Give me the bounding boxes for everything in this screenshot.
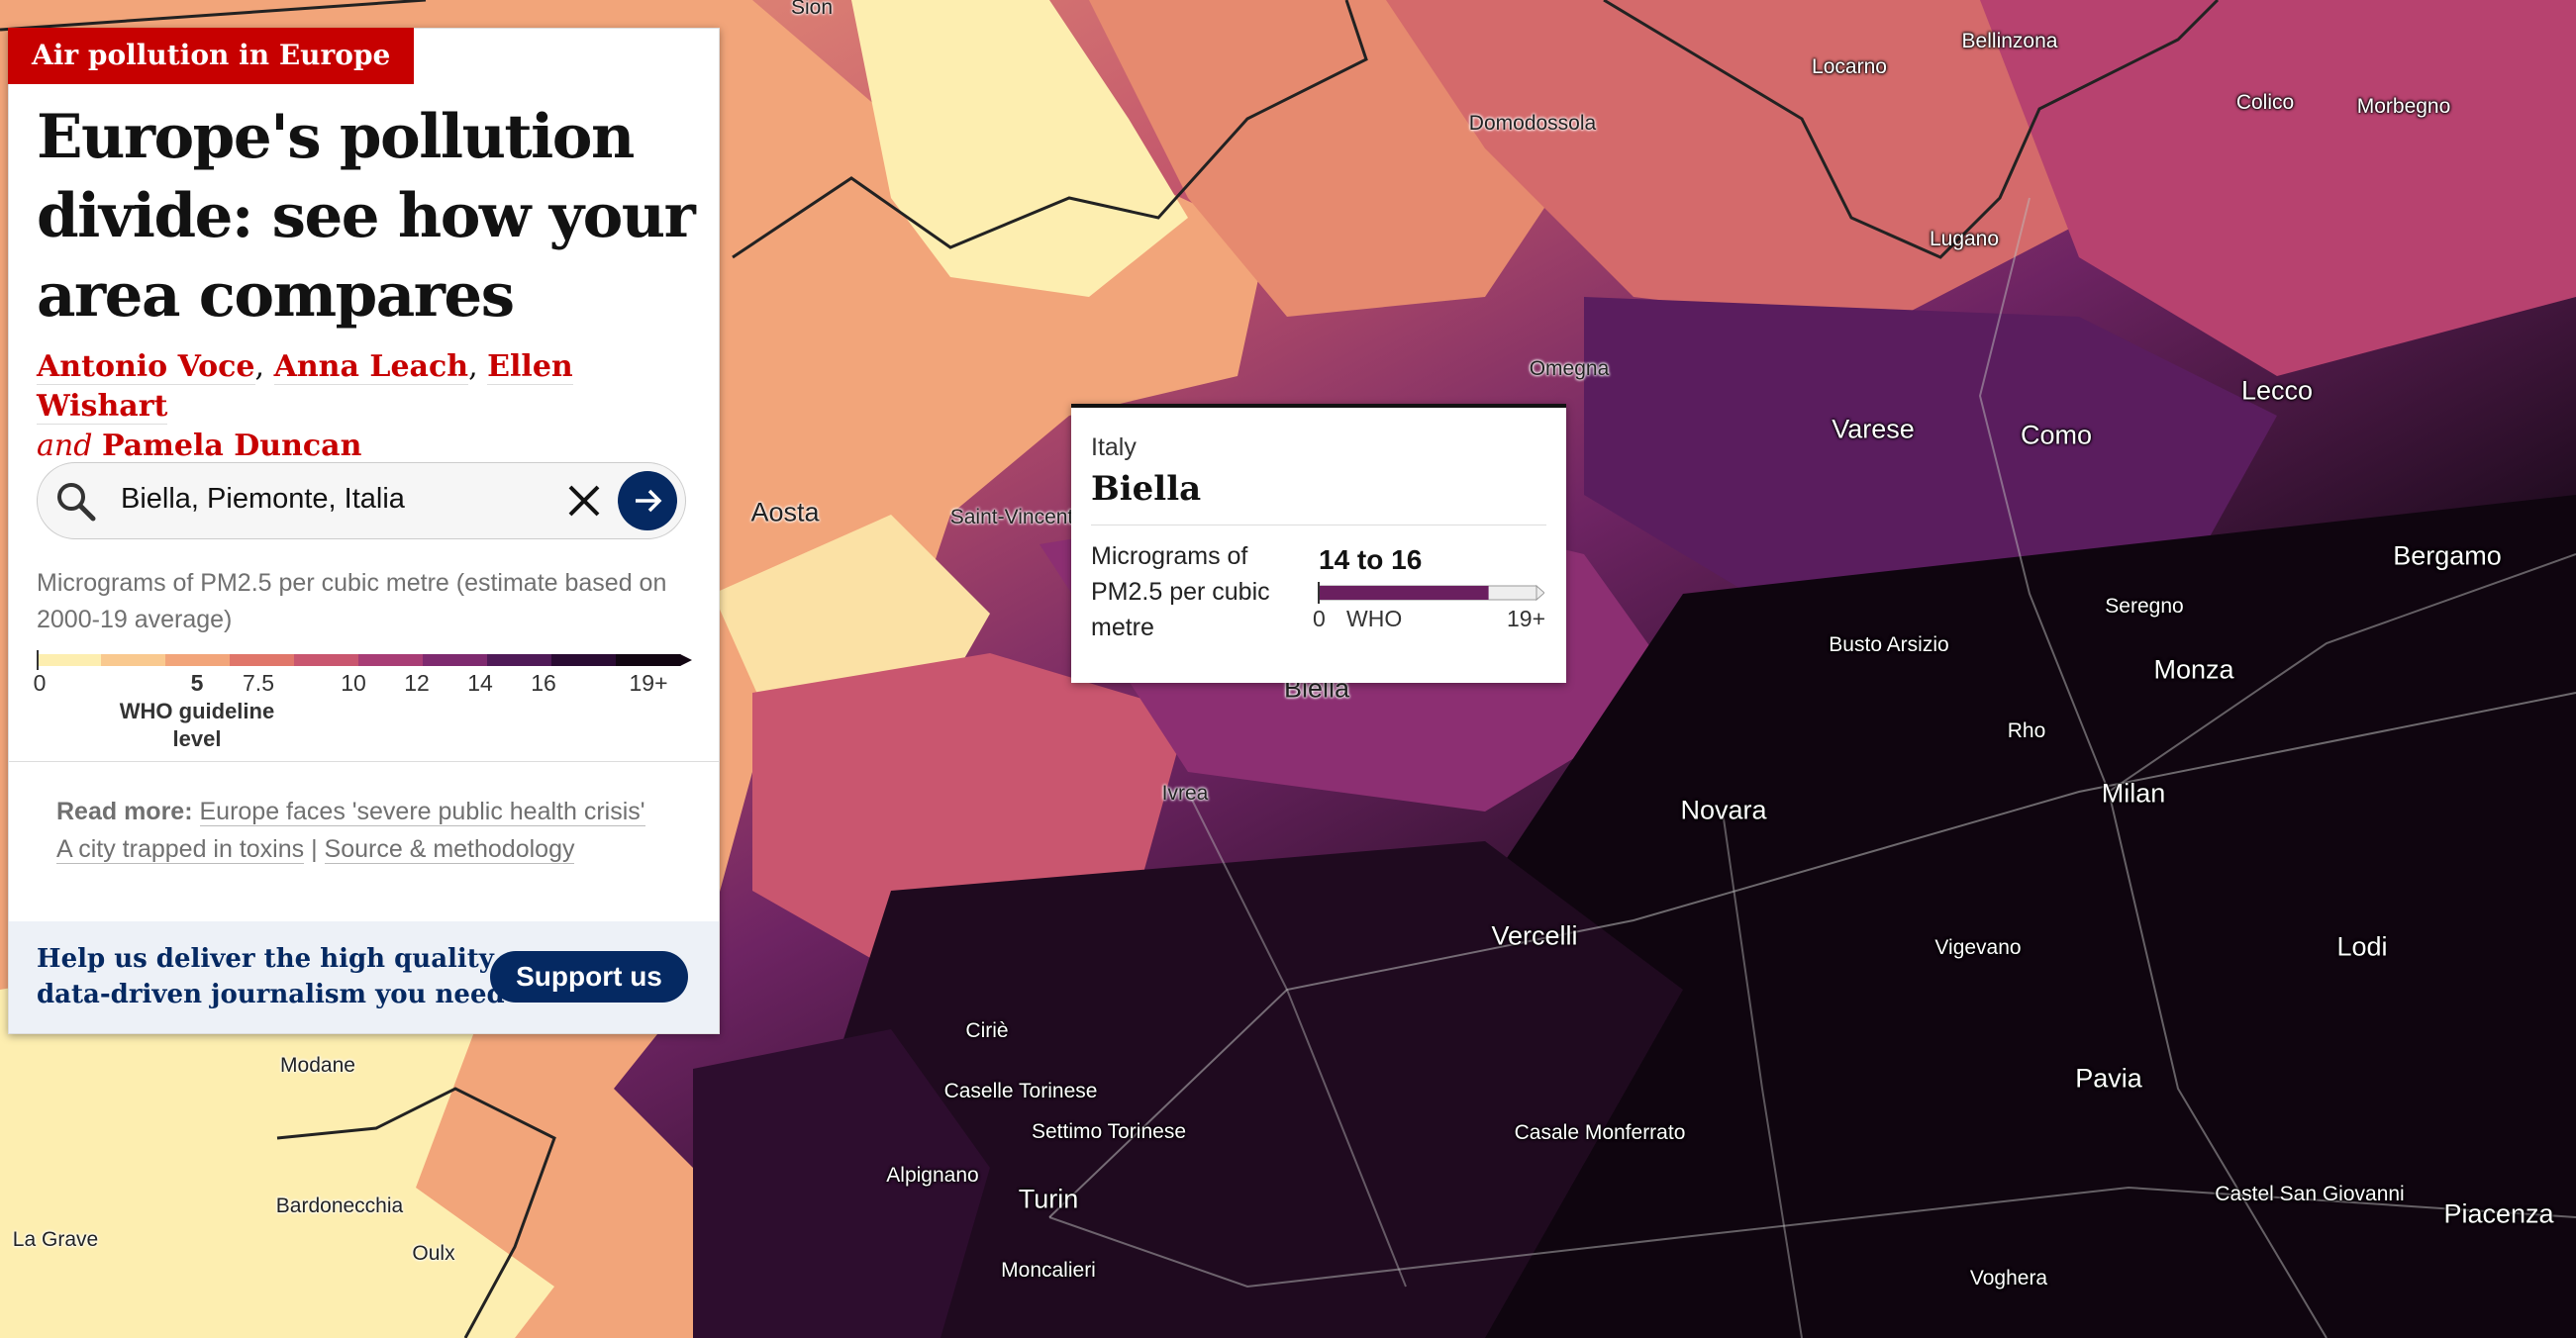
legend-tick: 0 — [33, 670, 47, 696]
place-label: Lecco — [2240, 375, 2314, 406]
read-more-link[interactable]: Europe faces 'severe public health crisi… — [199, 798, 645, 826]
place-label: Locarno — [1812, 55, 1887, 78]
place-label: Settimo Torinese — [1031, 1120, 1187, 1143]
place-label: Alpignano — [886, 1164, 979, 1187]
tooltip-scale-min: 0 — [1313, 606, 1326, 631]
read-more-label: Read more: — [56, 798, 193, 825]
place-label: Monza — [2153, 654, 2234, 685]
place-label: Varese — [1832, 414, 1915, 444]
close-icon[interactable] — [564, 481, 604, 521]
tooltip-level-bar — [1318, 582, 1544, 604]
tooltip-range: 14 to 16 — [1319, 544, 1423, 575]
place-label: Aosta — [750, 497, 820, 527]
legend-description: Micrograms of PM2.5 per cubic metre (est… — [37, 569, 667, 633]
legend-tick: 7.5 — [243, 670, 274, 696]
tooltip-scale-who: WHO — [1346, 606, 1403, 631]
legend-swatch — [37, 654, 102, 666]
place-label: Modane — [280, 1054, 355, 1077]
place-label: Sion — [790, 0, 834, 19]
legend-swatch — [487, 654, 552, 666]
page-title: Europe's pollution divide: see how your … — [37, 102, 696, 331]
place-label: Ivrea — [1161, 782, 1209, 805]
place-label: Lodi — [2336, 931, 2388, 962]
place-label: Voghera — [1969, 1267, 2048, 1290]
legend-arrow — [680, 654, 692, 666]
place-label: Ciriè — [965, 1019, 1009, 1042]
place-label: Casale Monferrato — [1514, 1121, 1686, 1144]
legend-tick: 12 — [404, 670, 430, 696]
place-label: Busto Arsizio — [1829, 633, 1949, 656]
legend-tick: 16 — [531, 670, 556, 696]
author-link[interactable]: Pamela Duncan — [101, 429, 362, 464]
place-label: Vigevano — [1934, 936, 2022, 959]
support-us-button[interactable]: Support us — [490, 951, 688, 1003]
author-link[interactable]: Antonio Voce — [37, 349, 255, 385]
support-message: Help us deliver the high quality, data-d… — [37, 944, 505, 1009]
tooltip-country: Italy — [1091, 433, 1137, 461]
legend-swatch — [165, 654, 231, 666]
place-label: Morbegno — [2356, 95, 2451, 118]
byline: Antonio Voce, Anna Leach, Ellen Wishart … — [37, 349, 573, 464]
place-label: Vercelli — [1491, 920, 1578, 951]
legend-swatch — [230, 654, 295, 666]
divider — [9, 761, 719, 762]
legend-tick: 19+ — [629, 670, 668, 696]
place-label: Piacenza — [2443, 1198, 2554, 1229]
arrow-right-icon — [636, 489, 662, 513]
tooltip-place: Biella — [1091, 469, 1202, 509]
read-more-link[interactable]: A city trapped in toxins — [56, 835, 305, 864]
support-banner: Help us deliver the high quality, data-d… — [9, 921, 719, 1033]
place-label: Bellinzona — [1961, 30, 2058, 52]
tooltip-description: Micrograms of PM2.5 per cubic metre — [1091, 542, 1270, 641]
place-label: Castel San Giovanni — [2215, 1183, 2405, 1205]
series-kicker[interactable]: Air pollution in Europe — [8, 28, 415, 84]
legend-swatch — [616, 654, 681, 666]
place-label: Novara — [1680, 795, 1767, 825]
search-input[interactable]: Biella, Piemonte, Italia — [121, 483, 405, 515]
place-label: Pavia — [2075, 1063, 2142, 1094]
search-submit-button[interactable] — [618, 471, 677, 530]
place-label: Bergamo — [2393, 540, 2502, 571]
legend-tick: 10 — [341, 670, 366, 696]
place-label: Colico — [2235, 91, 2295, 114]
place-label: La Grave — [12, 1228, 99, 1251]
search-icon — [57, 483, 96, 522]
place-label: Caselle Torinese — [943, 1080, 1098, 1102]
place-label: Domodossola — [1468, 112, 1597, 135]
link-separator: | — [311, 835, 318, 863]
who-guideline-label: WHO guideline level — [119, 699, 275, 751]
legend-swatch — [294, 654, 359, 666]
author-link[interactable]: Anna Leach — [273, 349, 469, 385]
legend-tick: 14 — [467, 670, 493, 696]
legend-swatch — [101, 654, 166, 666]
place-label: Seregno — [2105, 595, 2184, 618]
place-label: Omegna — [1529, 357, 1610, 380]
legend-color-scale — [37, 650, 692, 670]
tooltip-divider — [1091, 525, 1546, 526]
place-label: Oulx — [412, 1242, 455, 1265]
location-search[interactable]: Biella, Piemonte, Italia — [37, 462, 686, 539]
map-tooltip: Italy Biella Micrograms of PM2.5 per cub… — [1071, 404, 1566, 683]
tooltip-scale-max: 19+ — [1507, 606, 1546, 631]
place-label: Bardonecchia — [275, 1195, 404, 1217]
byline-and: and — [37, 429, 93, 463]
legend-swatch — [423, 654, 488, 666]
place-label: Saint-Vincent — [949, 506, 1074, 528]
place-label: Moncalieri — [1001, 1259, 1096, 1282]
author-link[interactable]: Ellen Wishart — [37, 349, 573, 425]
legend-swatch — [358, 654, 424, 666]
place-label: Lugano — [1929, 228, 2000, 250]
legend-swatch — [551, 654, 617, 666]
legend-tick: 5 — [190, 670, 204, 696]
place-label: Rho — [2007, 719, 2046, 742]
place-label: Como — [2020, 420, 2093, 450]
place-label: Milan — [2101, 778, 2166, 809]
read-more: Read more: Europe faces 'severe public h… — [56, 793, 670, 868]
story-panel: Air pollution in Europe Europe's polluti… — [8, 28, 720, 1034]
methodology-link[interactable]: Source & methodology — [324, 835, 575, 864]
place-label: Turin — [1018, 1184, 1079, 1214]
